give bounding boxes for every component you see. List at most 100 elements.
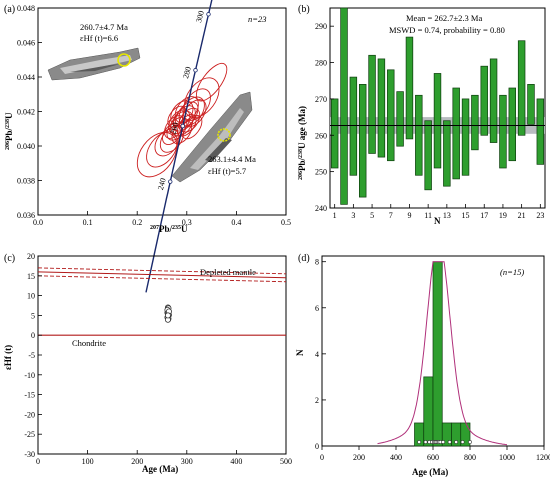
error-ellipse [174,96,199,124]
age-error-bar [340,7,348,205]
panel-b-xtick-label: 13 [443,211,451,220]
panel-a-xtick-label: 0.3 [182,218,192,227]
panel-b-frame [329,7,546,209]
histogram-bar [423,376,434,447]
panel-c-xtick-label: 500 [280,457,292,466]
panel-a-n-label: n=23 [248,14,267,24]
panel-a-xtick-label: 0.5 [281,218,291,227]
error-ellipse [171,120,193,145]
sample-age-point [423,440,428,444]
panel-b-xtick-label: 21 [518,211,526,220]
error-ellipse [146,131,178,168]
sample-age-point [460,440,465,444]
panel-c: (c) 0 100 200 300 400 500 -30 -25 -20 -15 -10 -5 0 5 1… [3,252,292,474]
panel-a-concordia: 240 260 280 300 [145,0,213,293]
panel-a-xtick-label: 0.0 [33,218,43,227]
panel-b-xtick-label: 3 [351,211,355,220]
panel-c-xtick-label: 0 [36,457,40,466]
concordia-age-label: 260 [168,121,180,135]
panel-b-xtick-label: 5 [370,211,374,220]
panel-b-xtick-label: 7 [389,211,393,220]
panel-a-ellipses [136,62,228,178]
concordia-age-marker [206,12,211,17]
panel-b-xlabel: N [434,216,441,226]
histogram-bar [432,261,443,447]
age-error-bar [405,36,414,140]
panel-a-xtick-label: 0.4 [231,218,241,227]
zircon-image-1 [47,47,141,81]
panel-c-frame [37,255,287,455]
panel-a-ylabel: 206Pb/238U [4,112,14,150]
panel-b-ylabel: 206Pb/238U age (Ma) [297,106,307,180]
sample-age-point [454,440,459,444]
depleted-mantle-upper [37,267,287,275]
sample-age-point [441,440,446,444]
error-ellipse [159,125,184,153]
panel-a-xtick-label: 0.1 [83,218,93,227]
age-error-bar [527,84,535,125]
age-error-bar [377,58,386,158]
panel-c-xtick-label: 200 [131,457,143,466]
panel-b-bars [330,7,545,205]
age-error-bar [461,98,470,176]
panel-b-xtick-label: 23 [536,211,544,220]
panel-b-label: (b) [298,4,310,15]
panel-a-ytick-label: 0.040 [17,142,35,151]
concordia-age-label: 240 [156,177,168,191]
age-error-bar [480,65,488,136]
panel-a-ytick-label: 0.046 [17,39,35,48]
panel-d-xtick-label: 1000 [499,453,515,462]
panel-d-ytick-label: 6 [315,304,319,313]
panel-c-ytick-label: -25 [24,430,35,439]
age-error-bar [415,94,423,176]
concordia-age-marker [180,123,185,129]
sample-age-point [417,440,422,444]
age-error-bar [443,120,451,187]
age-error-bar [433,73,442,169]
panel-d-ylabel: N [295,349,305,356]
age-error-bar [424,120,432,191]
age-error-bar [536,98,545,165]
panel-d-ticks: 0 200 400 600 800 1000 1200 0 2 4 6 8 [315,258,550,462]
panel-b-xtick-label: 9 [407,211,411,220]
panel-d-xtick-label: 1200 [536,453,550,462]
age-error-bar [368,54,376,154]
panel-a-ytick-label: 0.042 [17,108,35,117]
panel-b-xtick-label: 19 [499,211,507,220]
panel-d-ytick-label: 4 [315,350,319,359]
concordia-age-label: 300 [194,10,206,24]
panel-c-label: (c) [4,253,15,264]
panel-c-lines [37,267,287,336]
age-error-bar [508,87,516,162]
panel-b-ytick-label: 240 [315,204,327,213]
panel-d-label: (d) [298,253,310,264]
panel-a-xtick-label: 0.2 [132,218,142,227]
panel-a-annotation-2-ehf: εHf (t)=5.7 [208,166,246,176]
panel-d-xlabel: Age (Ma) [412,467,448,477]
kde-curve [377,261,508,446]
panel-c-points [164,304,172,323]
panel-a-annotation-2-age: 263.1±4.4 Ma [208,154,256,164]
panel-c-ticks: 0 100 200 300 400 500 -30 -25 -20 -15 -10 -5 0 5 10 15 2… [24,252,292,466]
panel-c-ytick-label: 5 [31,311,35,320]
age-error-bar [489,58,498,143]
depleted-mantle-label: Depleted mantle [200,267,256,277]
panel-d-xtick-label: 400 [390,453,402,462]
sample-age-point [447,440,452,444]
panel-d-xtick-label: 600 [427,453,439,462]
panel-c-xtick-label: 300 [181,457,193,466]
panel-d-xtick-label: 800 [464,453,476,462]
panel-b-mean-text: Mean = 262.7±2.3 Ma [406,13,482,23]
ehf-point [164,312,171,319]
error-ellipse [154,128,180,157]
panel-a-annotation-1-age: 260.7±4.7 Ma [80,22,128,32]
age-error-bar [396,91,404,147]
panel-a-annotation-1-ehf: εHf (t)=6.6 [80,33,118,43]
panel-b-xtick-label: 15 [462,211,470,220]
age-error-bar [387,69,395,162]
chondrite-label: Chondrite [72,338,106,348]
panel-b-ytick-label: 250 [315,168,327,177]
panel-b-ytick-label: 270 [315,95,327,104]
